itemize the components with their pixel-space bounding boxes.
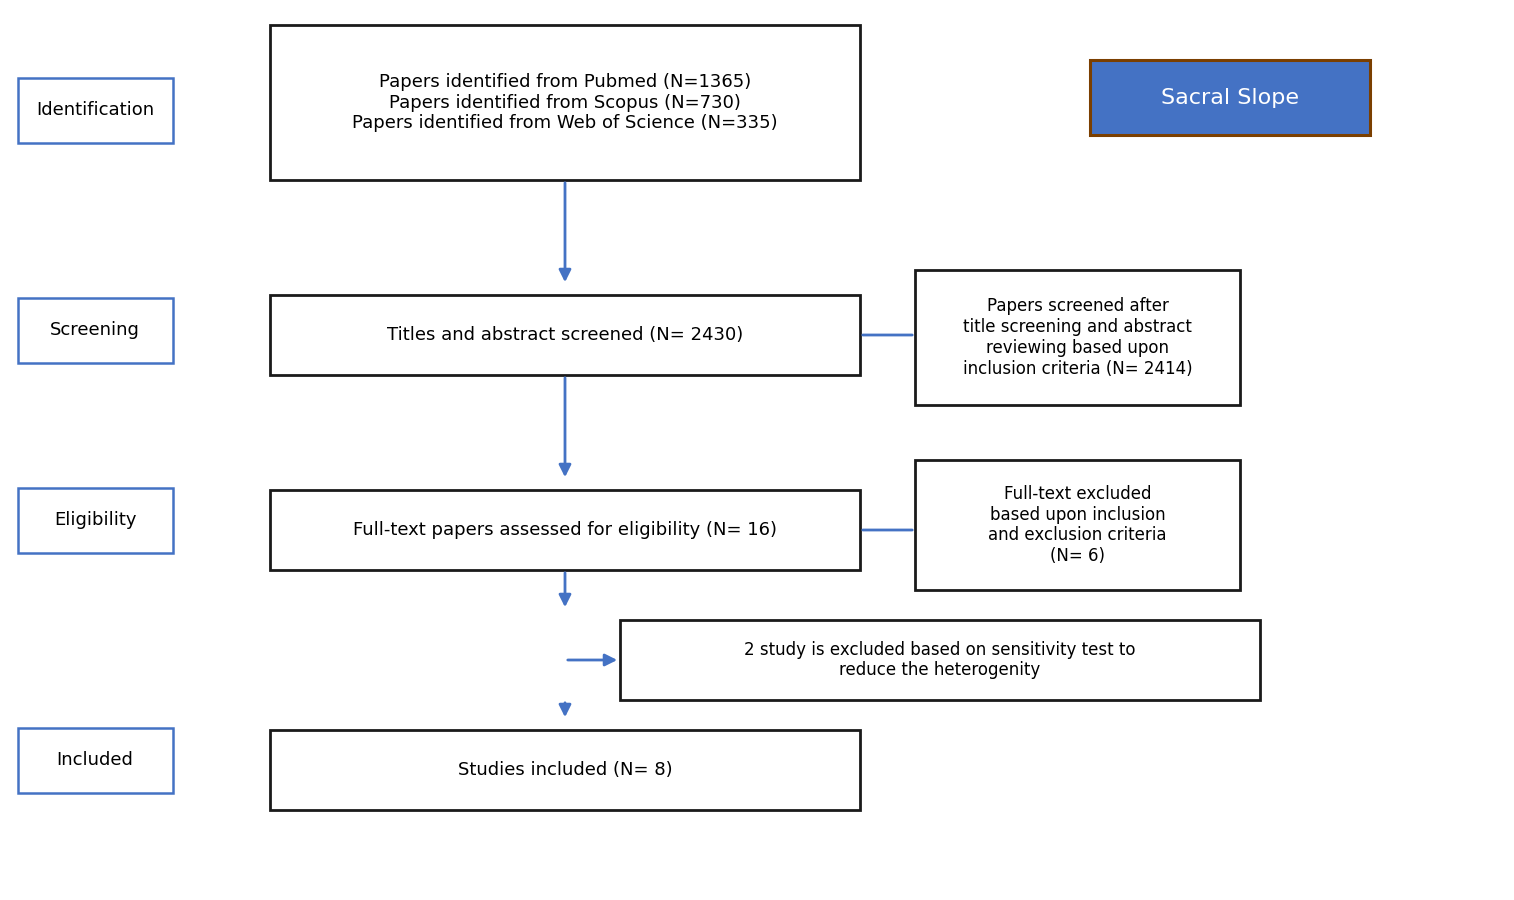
Bar <box>621 620 1260 700</box>
Bar <box>18 488 173 553</box>
Text: Sacral Slope: Sacral Slope <box>1161 87 1299 107</box>
Text: Titles and abstract screened (N= 2430): Titles and abstract screened (N= 2430) <box>388 326 743 344</box>
Text: Studies included (N= 8): Studies included (N= 8) <box>457 761 672 779</box>
Bar <box>269 295 860 375</box>
Bar <box>1090 60 1370 135</box>
Bar <box>269 730 860 810</box>
Text: Included: Included <box>56 751 133 769</box>
Text: Full-text excluded
based upon inclusion
and exclusion criteria
(N= 6): Full-text excluded based upon inclusion … <box>989 485 1167 565</box>
Text: Full-text papers assessed for eligibility (N= 16): Full-text papers assessed for eligibilit… <box>353 521 777 539</box>
Bar <box>269 490 860 570</box>
Bar <box>18 298 173 363</box>
Text: Identification: Identification <box>36 101 154 119</box>
Text: 2 study is excluded based on sensitivity test to
reduce the heterogenity: 2 study is excluded based on sensitivity… <box>745 641 1136 680</box>
Bar <box>914 270 1240 405</box>
Text: Papers screened after
title screening and abstract
reviewing based upon
inclusio: Papers screened after title screening an… <box>963 297 1193 378</box>
Bar <box>18 728 173 793</box>
Bar <box>269 25 860 180</box>
Bar <box>914 460 1240 590</box>
Text: Eligibility: Eligibility <box>55 511 136 529</box>
Bar <box>18 78 173 143</box>
Text: Screening: Screening <box>50 321 139 339</box>
Text: Papers identified from Pubmed (N=1365)
Papers identified from Scopus (N=730)
Pap: Papers identified from Pubmed (N=1365) P… <box>353 73 778 132</box>
